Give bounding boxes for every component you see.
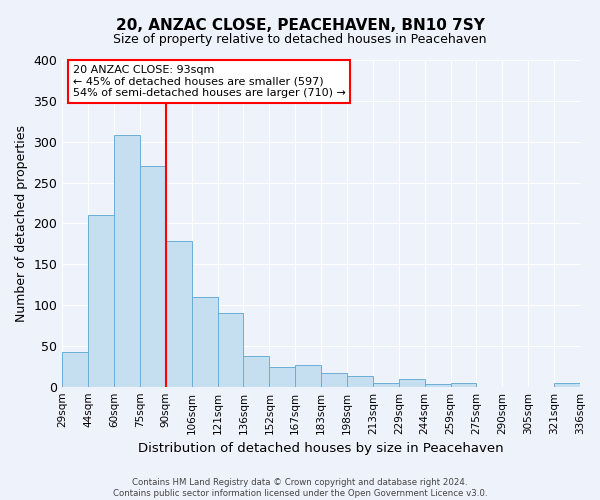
Bar — [347, 376, 373, 386]
Bar — [451, 382, 476, 386]
Bar — [373, 382, 399, 386]
Y-axis label: Number of detached properties: Number of detached properties — [15, 125, 28, 322]
Text: 20, ANZAC CLOSE, PEACEHAVEN, BN10 7SY: 20, ANZAC CLOSE, PEACEHAVEN, BN10 7SY — [116, 18, 484, 32]
Bar — [88, 215, 114, 386]
Bar — [554, 384, 580, 386]
Text: Contains HM Land Registry data © Crown copyright and database right 2024.
Contai: Contains HM Land Registry data © Crown c… — [113, 478, 487, 498]
Bar — [218, 313, 244, 386]
Bar — [295, 366, 321, 386]
Bar — [166, 242, 192, 386]
Bar — [114, 135, 140, 386]
Text: Size of property relative to detached houses in Peacehaven: Size of property relative to detached ho… — [113, 32, 487, 46]
Bar — [244, 356, 269, 386]
X-axis label: Distribution of detached houses by size in Peacehaven: Distribution of detached houses by size … — [139, 442, 504, 455]
Bar — [62, 352, 88, 386]
Bar — [321, 373, 347, 386]
Bar — [399, 378, 425, 386]
Bar — [425, 384, 451, 386]
Bar — [140, 166, 166, 386]
Text: 20 ANZAC CLOSE: 93sqm
← 45% of detached houses are smaller (597)
54% of semi-det: 20 ANZAC CLOSE: 93sqm ← 45% of detached … — [73, 65, 346, 98]
Bar — [192, 297, 218, 386]
Bar — [269, 367, 295, 386]
